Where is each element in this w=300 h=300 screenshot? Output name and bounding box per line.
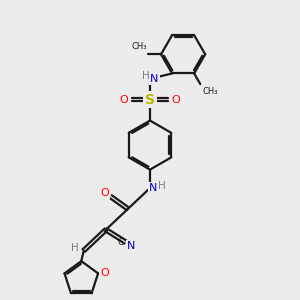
Text: N: N [150,74,159,84]
Text: S: S [145,93,155,107]
Text: O: O [120,95,129,105]
Text: O: O [100,268,109,278]
Text: CH₃: CH₃ [132,42,147,51]
Text: C: C [118,238,124,247]
Text: H: H [142,71,149,81]
Text: N: N [149,183,157,193]
Text: O: O [171,95,180,105]
Text: O: O [100,188,109,198]
Text: N: N [127,242,135,251]
Text: CH₃: CH₃ [203,86,218,95]
Text: H: H [71,243,79,253]
Text: H: H [158,181,166,190]
